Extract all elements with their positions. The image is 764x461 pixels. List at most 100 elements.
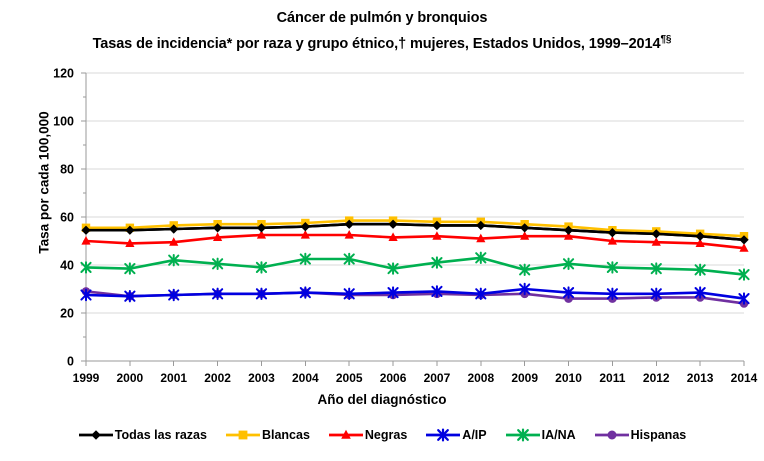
diamond-marker [739,235,749,245]
legend-label: Hispanas [630,428,687,442]
diamond-marker [256,223,267,233]
legend-label: Negras [364,428,408,442]
asterisk-marker [650,287,662,300]
diamond-marker [695,231,705,241]
legend-label: IA/NA [541,428,576,442]
diamond-marker [388,219,398,229]
legend-swatch [225,430,260,440]
x-tick-label: 1999 [73,371,100,385]
asterisk-marker [519,263,531,276]
asterisk-marker [168,254,180,267]
legend-swatch [328,429,363,439]
square-marker [238,430,248,440]
asterisk-marker [475,251,487,264]
x-tick-label: 2003 [248,371,275,385]
legend-item[interactable]: IA/NA [505,428,576,442]
asterisk-marker [255,287,268,300]
x-tick-label: 2001 [160,371,187,385]
x-tick-label: 2008 [467,371,494,385]
legend-swatch [426,428,461,442]
series-a-ip [80,282,750,305]
series-hispanas [81,287,749,308]
series-line [84,222,746,242]
legend-label: A/IP [462,428,487,442]
asterisk-marker [212,287,224,300]
asterisk-marker [606,287,618,300]
y-tick-label: 100 [53,115,74,129]
triangle-marker [520,231,530,240]
series-line [84,219,746,238]
diamond-marker [520,223,530,233]
asterisk-marker [516,428,529,442]
asterisk-marker [168,288,180,302]
triangle-marker [341,429,351,439]
triangle-marker [169,237,179,246]
legend-item[interactable]: Negras [328,428,407,442]
chart-title-line-1: Cáncer de pulmón y bronquios [276,10,488,26]
triangle-marker [739,243,749,252]
asterisk-marker [437,428,450,442]
legend-swatch [505,428,540,442]
x-tick-label: 2005 [336,371,363,385]
asterisk-marker [255,261,268,274]
triangle-marker [607,236,617,245]
plot-svg: 0 20 40 60 80 100 120 1999 2000 2001 2002 2003 2004 2… [53,67,758,386]
asterisk-marker [650,262,662,275]
asterisk-marker [562,257,575,270]
asterisk-marker [475,287,487,300]
y-tick-label: 0 [67,355,74,369]
triangle-marker [300,230,310,239]
x-tick-label: 2013 [687,371,714,385]
legend-item[interactable]: Hispanas [594,428,687,442]
x-tick-label: 2011 [599,371,625,385]
chart-title-line-2-text: Tasas de incidencia* por raza y grupo ét… [92,35,661,52]
series-line [84,287,746,300]
asterisk-marker [606,261,618,274]
triangle-marker [476,233,486,243]
diamond-marker [607,228,617,238]
asterisk-marker [519,282,531,296]
chart-title-footnote-marks: ¶§ [660,34,672,45]
diamond-marker [432,220,442,230]
legend-item[interactable]: A/IP [425,428,487,442]
asterisk-marker [299,286,311,299]
plot-area: 0 20 40 60 80 100 120 1999 2000 2001 2002 2003 2004 2… [53,67,758,386]
triangle-marker [213,232,223,241]
asterisk-marker [738,292,750,305]
diamond-marker [213,223,223,233]
asterisk-marker [124,290,136,303]
legend-label: Todas las razas [114,428,207,442]
x-tick-label: 2000 [117,371,144,385]
series-ia-na [80,251,750,281]
series-line [84,233,746,250]
series-negras [81,230,749,252]
legend-item[interactable]: Blancas [225,428,310,442]
y-tick-label: 20 [60,307,74,321]
asterisk-marker [212,257,224,270]
asterisk-marker [738,268,750,281]
legend-swatch [594,430,629,440]
series-line [84,256,746,276]
triangle-marker [256,230,267,239]
diamond-marker [476,220,486,230]
asterisk-marker [562,286,575,299]
x-tick-label: 2002 [204,371,231,385]
legend-swatch [78,430,113,440]
triangle-marker [432,231,442,240]
triangle-marker [81,236,91,245]
diamond-marker [169,224,179,234]
triangle-marker [388,232,398,241]
circle-marker [607,430,617,440]
asterisk-marker [387,262,399,275]
diamond-marker [344,219,354,229]
chart-title: Cáncer de pulmón y bronquios Tasas de in… [0,8,764,55]
legend-item[interactable]: Todas las razas [78,428,207,442]
legend-label: Blancas [261,428,310,442]
series-todas-las-razas-overlay [81,219,749,245]
asterisk-marker [343,252,355,266]
asterisk-marker [694,263,706,276]
asterisk-marker [124,262,136,275]
asterisk-marker [299,252,311,266]
diamond-marker [90,430,101,440]
